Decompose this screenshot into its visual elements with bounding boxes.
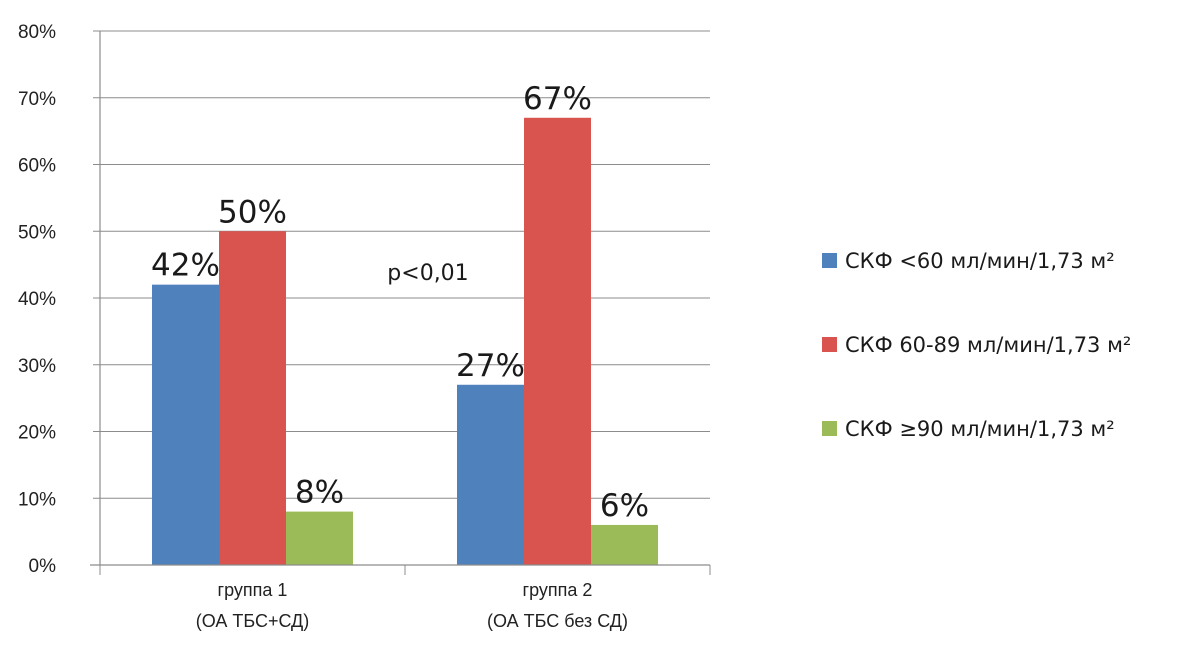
- y-tick-label: 40%: [18, 289, 56, 310]
- y-tick-label: 0%: [29, 556, 57, 577]
- y-tick-label: 50%: [18, 222, 56, 243]
- legend: СКФ <60 мл/мин/1,73 м² СКФ 60-89 мл/мин/1…: [822, 249, 1131, 441]
- axes: [90, 30, 711, 575]
- bar: [457, 384, 524, 565]
- category-label: группа 2: [523, 580, 593, 600]
- y-tick-label: 20%: [18, 423, 56, 444]
- data-label: 50%: [218, 194, 287, 230]
- category-sublabel: (ОА ТБС без СД): [487, 611, 628, 631]
- data-label: 8%: [295, 475, 344, 511]
- bars: [152, 117, 658, 566]
- p-value-annotation: p<0,01: [387, 261, 468, 286]
- y-tick-label: 60%: [18, 156, 56, 177]
- y-tick-label: 10%: [18, 489, 56, 510]
- data-label: 27%: [456, 348, 525, 384]
- category-label: группа 1: [218, 580, 288, 600]
- bar: [591, 524, 658, 565]
- legend-label: СКФ ≥90 мл/мин/1,73 м²: [845, 417, 1115, 441]
- bar: [219, 231, 286, 565]
- bar: [524, 117, 591, 566]
- y-tick-label: 30%: [18, 356, 56, 377]
- bar: [152, 284, 219, 565]
- y-tick-label: 80%: [18, 22, 56, 43]
- data-label: 6%: [600, 488, 649, 524]
- y-axis-tick-labels: 0% 10% 20% 30% 40% 50% 60% 70% 80%: [18, 22, 56, 577]
- x-axis-category-labels: группа 1 (ОА ТБС+СД) группа 2 (ОА ТБС без С…: [196, 580, 628, 631]
- legend-swatch: [822, 253, 837, 268]
- legend-swatch: [822, 421, 837, 436]
- data-label: 67%: [523, 81, 592, 117]
- data-labels: 42% 50% 8% 27% 67% 6%: [151, 81, 649, 524]
- y-tick-label: 70%: [18, 89, 56, 110]
- data-label: 42%: [151, 248, 220, 284]
- category-sublabel: (ОА ТБС+СД): [196, 611, 310, 631]
- bar: [286, 511, 353, 565]
- legend-label: СКФ 60-89 мл/мин/1,73 м²: [845, 333, 1131, 357]
- legend-swatch: [822, 337, 837, 352]
- legend-label: СКФ <60 мл/мин/1,73 м²: [845, 249, 1115, 273]
